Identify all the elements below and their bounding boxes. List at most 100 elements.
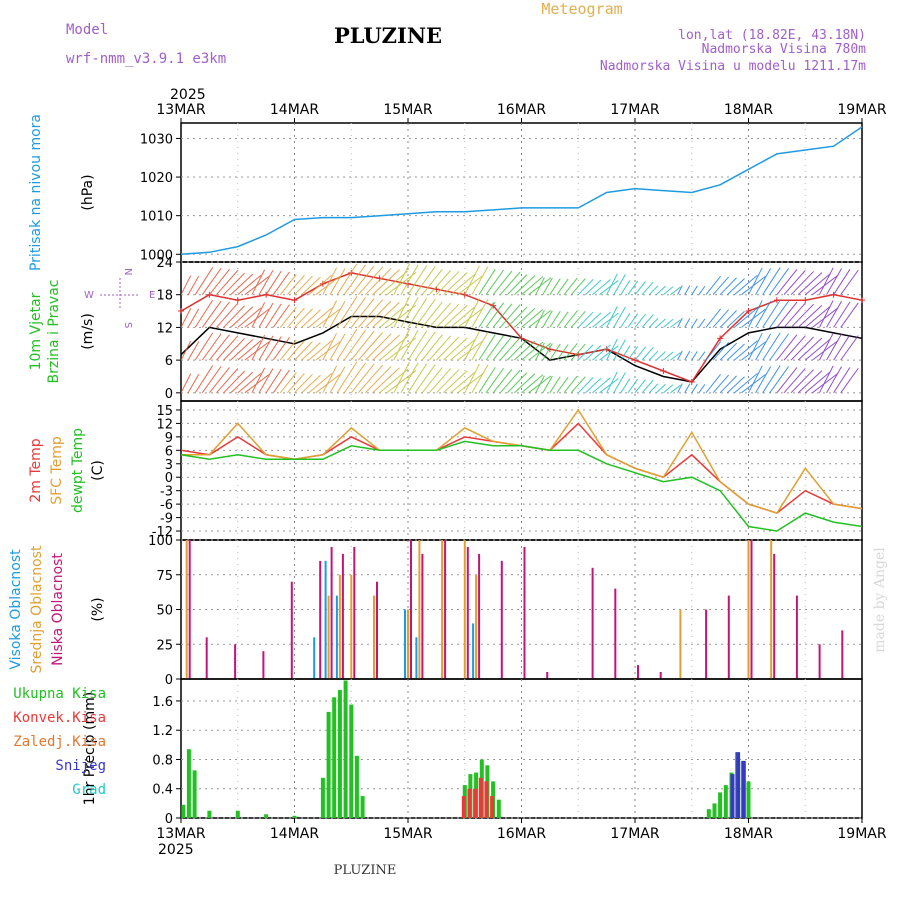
wind-arrow	[634, 313, 646, 328]
wind-arrow	[265, 270, 282, 295]
wind-arrow	[563, 375, 578, 394]
wind-arrow	[762, 365, 781, 394]
wind-arrow	[776, 269, 798, 296]
wind-arrow	[478, 334, 496, 361]
wind-arrow	[648, 350, 659, 361]
wind-arrow	[343, 329, 366, 361]
wind-arrow	[471, 364, 489, 394]
wind-arrow	[436, 336, 460, 361]
wind-arrow	[187, 341, 200, 361]
wind-arrow	[365, 267, 392, 296]
bar	[730, 774, 735, 818]
bar	[591, 567, 594, 679]
wind-arrow	[201, 366, 222, 394]
wind-arrow	[521, 341, 544, 361]
wind-arrow	[585, 377, 602, 394]
wind-arrow	[237, 307, 262, 328]
y-tick-label: 18	[156, 289, 173, 304]
compass-letter: N	[122, 268, 133, 275]
footer-station: PLUZINE	[334, 863, 397, 878]
bar	[718, 792, 723, 818]
compass-letter: W	[84, 290, 94, 301]
bar	[484, 781, 489, 818]
wind-arrow	[308, 372, 333, 394]
wind-arrow	[684, 350, 691, 361]
compass-legend: N W E S	[84, 268, 155, 328]
model-name: wrf-nmm_v3.9.1 e3km	[66, 51, 226, 67]
wind-arrow	[251, 367, 266, 394]
wind-arrow	[201, 268, 222, 295]
wind-arrow	[279, 274, 297, 296]
wind-arrow	[620, 378, 631, 394]
wind-arrow	[606, 306, 618, 328]
panel-frame	[180, 122, 863, 263]
wind-arrow	[478, 367, 496, 394]
bar	[188, 540, 191, 679]
precip-legend-item: Zaledj.Kisa	[13, 734, 106, 750]
wind-arrow	[216, 270, 239, 296]
wind-arrow	[542, 375, 553, 394]
wind-arrow	[698, 285, 706, 295]
time-label-top: 15MAR	[383, 102, 432, 118]
wind-arrow	[287, 373, 305, 394]
bar	[473, 788, 478, 818]
bar	[186, 749, 191, 818]
wind-arrow	[818, 365, 834, 394]
wind-arrow	[287, 307, 305, 328]
wind-arrow	[684, 383, 691, 394]
bar	[467, 788, 472, 818]
axis-label: Niska Oblacnost	[50, 553, 66, 666]
wind-arrow	[812, 340, 839, 361]
wind-arrow	[698, 351, 706, 361]
wind-arrow	[542, 310, 553, 328]
wind-arrow	[570, 311, 586, 328]
gust-marker	[206, 291, 213, 298]
wind-arrow	[634, 346, 646, 361]
wind-arrow	[677, 383, 683, 394]
wind-arrow	[627, 313, 639, 328]
axis-label: (hPa)	[80, 174, 96, 210]
wind-arrow	[365, 366, 392, 394]
wind-arrow	[840, 335, 859, 361]
wind-arrow	[655, 351, 666, 361]
wind-arrow	[407, 363, 428, 394]
wind-arrow	[464, 363, 480, 394]
wind-arrow	[350, 265, 375, 296]
wind-arrow	[648, 285, 659, 296]
wind-arrow	[755, 268, 772, 295]
wind-arrow	[428, 302, 452, 328]
wind-arrow	[308, 274, 333, 296]
bar	[490, 796, 495, 818]
wind-arrow	[393, 329, 410, 361]
wind-arrow	[556, 311, 569, 328]
gust-marker	[263, 291, 270, 298]
wind-arrow	[301, 374, 321, 394]
wind-arrow	[783, 270, 806, 296]
wind-arrow	[336, 328, 358, 361]
wind-arrow	[457, 307, 484, 328]
wind-arrow	[187, 308, 200, 328]
time-label-top: 19MAR	[837, 102, 886, 118]
bar	[463, 540, 466, 679]
y-tick-label: 15	[156, 404, 173, 419]
wind-arrow	[514, 275, 536, 296]
wind-arrow	[712, 374, 729, 394]
wind-arrow	[272, 337, 290, 361]
gust-marker	[603, 346, 610, 353]
bar	[475, 574, 478, 680]
wind-arrow	[684, 285, 691, 295]
precip-legend-item: Ukupna Kisa	[13, 686, 106, 702]
compass-cross	[100, 278, 140, 310]
bar	[472, 623, 475, 679]
wind-arrow	[194, 299, 214, 328]
bar	[404, 609, 406, 679]
wind-arrow	[450, 306, 476, 328]
wind-arrow	[343, 362, 366, 394]
wind-arrow	[336, 361, 358, 394]
wind-arrow	[180, 340, 192, 361]
wind-arrow	[712, 309, 729, 328]
bar	[407, 609, 409, 679]
y-tick-label: 1.6	[152, 695, 173, 710]
bar	[478, 553, 481, 679]
gust-marker	[745, 308, 752, 315]
